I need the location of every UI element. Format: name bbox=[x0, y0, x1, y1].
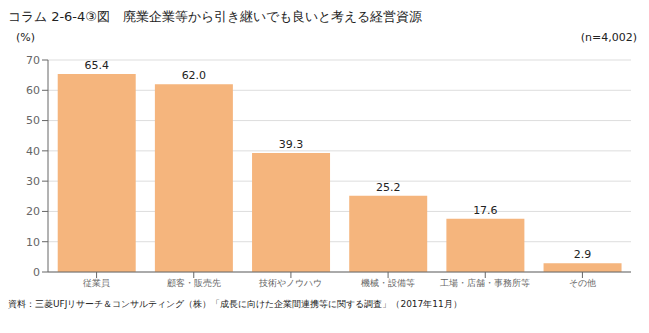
svg-text:0: 0 bbox=[33, 266, 40, 279]
svg-text:30: 30 bbox=[26, 175, 40, 188]
svg-text:その他: その他 bbox=[569, 278, 596, 288]
svg-text:工場・店舗・事務所等: 工場・店舗・事務所等 bbox=[440, 278, 530, 288]
svg-text:60: 60 bbox=[26, 84, 40, 97]
svg-text:39.3: 39.3 bbox=[279, 138, 304, 151]
svg-text:62.0: 62.0 bbox=[182, 69, 207, 82]
svg-text:顧客・販売先: 顧客・販売先 bbox=[167, 278, 221, 288]
svg-text:10: 10 bbox=[26, 236, 40, 249]
svg-text:70: 70 bbox=[26, 54, 40, 67]
html-text:コラム 2-6-4③図 廃業企業等から引き継いでも良いと考え: コラム 2-6-4③図 廃業企業等から引き継いでも良いと考える経営資源 bbox=[8, 9, 422, 24]
svg-text:2.9: 2.9 bbox=[574, 248, 592, 261]
html-text:資料：三菱UFJリサーチ＆コンサルティング（株）「成長に向け: 資料：三菱UFJリサーチ＆コンサルティング（株）「成長に向けた企業間連携等に関す… bbox=[8, 299, 462, 309]
svg-text:65.4: 65.4 bbox=[84, 59, 109, 72]
html-text:(n=4,002): (n=4,002) bbox=[580, 31, 637, 44]
svg-text:40: 40 bbox=[26, 145, 40, 158]
svg-text:20: 20 bbox=[26, 205, 40, 218]
svg-text:25.2: 25.2 bbox=[376, 181, 401, 194]
svg-text:50: 50 bbox=[26, 114, 40, 127]
svg-text:機械・設備等: 機械・設備等 bbox=[361, 278, 415, 288]
svg-text:従業員: 従業員 bbox=[83, 278, 110, 288]
svg-text:17.6: 17.6 bbox=[473, 204, 498, 217]
svg-text:技術やノウハウ: 技術やノウハウ bbox=[258, 278, 322, 288]
